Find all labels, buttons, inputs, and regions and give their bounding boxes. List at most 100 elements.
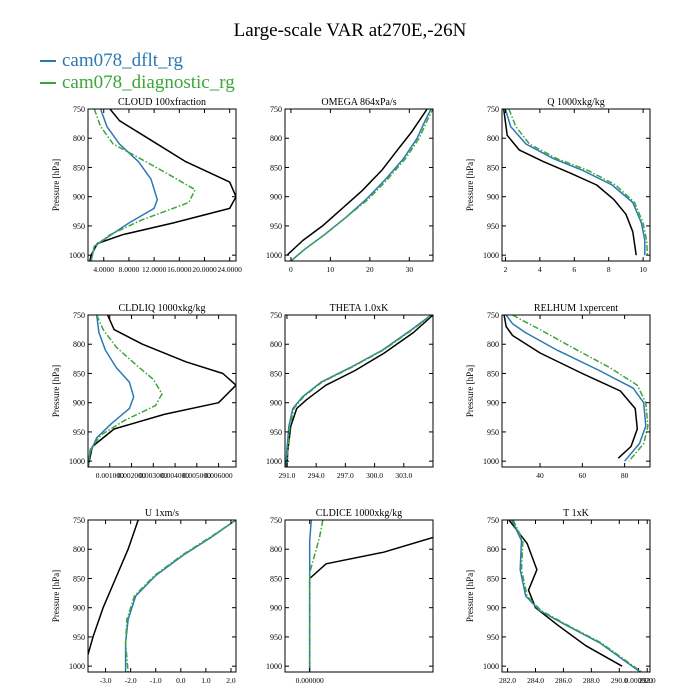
panel-title: OMEGA 864xPa/s: [321, 97, 396, 108]
panel-title: CLOUD 100xfraction: [118, 97, 206, 108]
panel-frame: [87, 314, 237, 468]
y-tick-label: 950: [73, 222, 85, 231]
x-tick-label: 24.0000: [218, 265, 243, 274]
y-axis-label: Pressure [hPa]: [51, 570, 61, 622]
y-tick-label: 900: [270, 604, 282, 613]
y-tick-label: 800: [73, 134, 85, 143]
y-tick-label: 1000: [483, 251, 499, 260]
panel-title: U 1xm/s: [145, 508, 179, 519]
y-tick-label: 950: [487, 633, 499, 642]
y-axis-label: Pressure [hPa]: [51, 365, 61, 417]
x-tick-label: 294.0: [308, 471, 325, 480]
series-group: [89, 109, 236, 261]
y-tick-label: 800: [487, 545, 499, 554]
panel-6: 750 800 850 900 950 1000 40 60 80 RELHUM 1xpercen…: [465, 303, 651, 480]
panel-title: CLDLIQ 1000xkg/kg: [119, 303, 206, 314]
series-line-dflt: [124, 520, 236, 672]
y-axis-label: Pressure [hPa]: [465, 159, 475, 211]
y-tick-label: 800: [487, 134, 499, 143]
x-tick-label: 0.000020: [624, 676, 652, 685]
panel-frame: [87, 519, 237, 673]
y-tick-label: 750: [487, 516, 499, 525]
x-tick-label: 290.0: [611, 676, 628, 685]
series-line-dflt: [504, 109, 646, 256]
x-tick-label: 292.0: [639, 676, 656, 685]
series-line-ref: [308, 536, 433, 672]
panel-frame: [87, 108, 237, 262]
y-tick-label: 750: [270, 311, 282, 320]
x-tick-label: 0.001000: [96, 471, 124, 480]
panel-title: Q 1000xkg/kg: [547, 97, 605, 108]
y-tick-label: 750: [73, 516, 85, 525]
y-tick-label: 900: [487, 193, 499, 202]
y-tick-label: 1000: [266, 662, 282, 671]
figure-title: Large-scale VAR at270E,-26N: [233, 20, 467, 41]
x-tick-label: -3.0: [100, 676, 112, 685]
y-tick-label: 1000: [69, 457, 85, 466]
y-tick-label: 800: [270, 340, 282, 349]
x-tick-label: 288.0: [583, 676, 600, 685]
x-tick-label: 4: [538, 265, 542, 274]
series-line-diag: [88, 315, 163, 467]
series-line-diag: [308, 520, 324, 672]
y-tick-label: 950: [73, 428, 85, 437]
y-tick-label: 800: [73, 340, 85, 349]
x-tick-label: 20.0000: [192, 265, 217, 274]
y-tick-label: 900: [73, 604, 85, 613]
x-tick-label: 300.0: [366, 471, 383, 480]
series-group: [286, 109, 433, 261]
panel-1: 750 800 850 900 950 1000 4.0000 8.0000 12.0000 16…: [51, 97, 242, 274]
series-line-dflt: [308, 520, 313, 672]
series-line-ref: [503, 315, 639, 459]
y-tick-label: 900: [487, 399, 499, 408]
series-line-ref: [88, 315, 236, 467]
panel-title: CLDICE 1000xkg/kg: [316, 508, 402, 519]
x-tick-label: 8: [607, 265, 611, 274]
series-group: [308, 520, 433, 672]
y-tick-label: 800: [487, 340, 499, 349]
legend-item-diag: cam078_diagnostic_rg: [40, 72, 235, 94]
y-tick-label: 750: [73, 311, 85, 320]
series-line-diag: [286, 315, 433, 467]
series-line-ref: [286, 315, 433, 467]
x-tick-label: 20: [366, 265, 374, 274]
panel-frame: [501, 108, 651, 262]
legend-label-dflt: cam078_dflt_rg: [62, 50, 184, 71]
y-axis-label: Pressure [hPa]: [465, 570, 475, 622]
y-tick-label: 950: [270, 222, 282, 231]
x-tick-label: 16.0000: [167, 265, 192, 274]
legend-swatch-diag: [40, 82, 56, 84]
y-tick-label: 800: [73, 545, 85, 554]
x-tick-label: 60: [579, 471, 587, 480]
panel-title: THETA 1.0xK: [330, 303, 389, 314]
y-tick-label: 750: [73, 105, 85, 114]
series-group: [503, 315, 649, 462]
series-line-dflt: [505, 315, 647, 462]
panel-title: RELHUM 1xpercent: [534, 303, 618, 314]
y-tick-label: 850: [270, 163, 282, 172]
x-tick-label: 291.0: [279, 471, 296, 480]
x-tick-label: 0.005000: [183, 471, 211, 480]
y-tick-label: 900: [73, 193, 85, 202]
panel-frame: [284, 314, 434, 468]
series-line-ref: [88, 520, 139, 655]
x-tick-label: 30: [406, 265, 414, 274]
x-tick-label: 8.0000: [119, 265, 140, 274]
x-tick-label: 1.0: [201, 676, 211, 685]
x-tick-label: 0.006000: [205, 471, 233, 480]
x-tick-label: 4.0000: [93, 265, 114, 274]
x-tick-label: 0: [289, 265, 293, 274]
series-line-dflt: [511, 520, 641, 672]
panel-frame: [501, 314, 651, 468]
series-group: [88, 520, 236, 672]
y-tick-label: 900: [487, 604, 499, 613]
x-tick-label: 0.000000: [296, 676, 324, 685]
y-tick-label: 750: [270, 105, 282, 114]
legend-label-diag: cam078_diagnostic_rg: [62, 72, 235, 93]
panel-7: 750 800 850 900 950 1000 -3.0 -2.0 -1.0 0.0 1.0 2.0…: [51, 508, 237, 685]
series-group: [285, 315, 433, 467]
x-tick-label: 2: [504, 265, 508, 274]
panel-2: 750 800 850 900 950 1000 0 10 20 30 OMEGA 864xPa/s: [266, 97, 434, 274]
y-tick-label: 850: [487, 163, 499, 172]
y-axis-label: Pressure [hPa]: [465, 365, 475, 417]
